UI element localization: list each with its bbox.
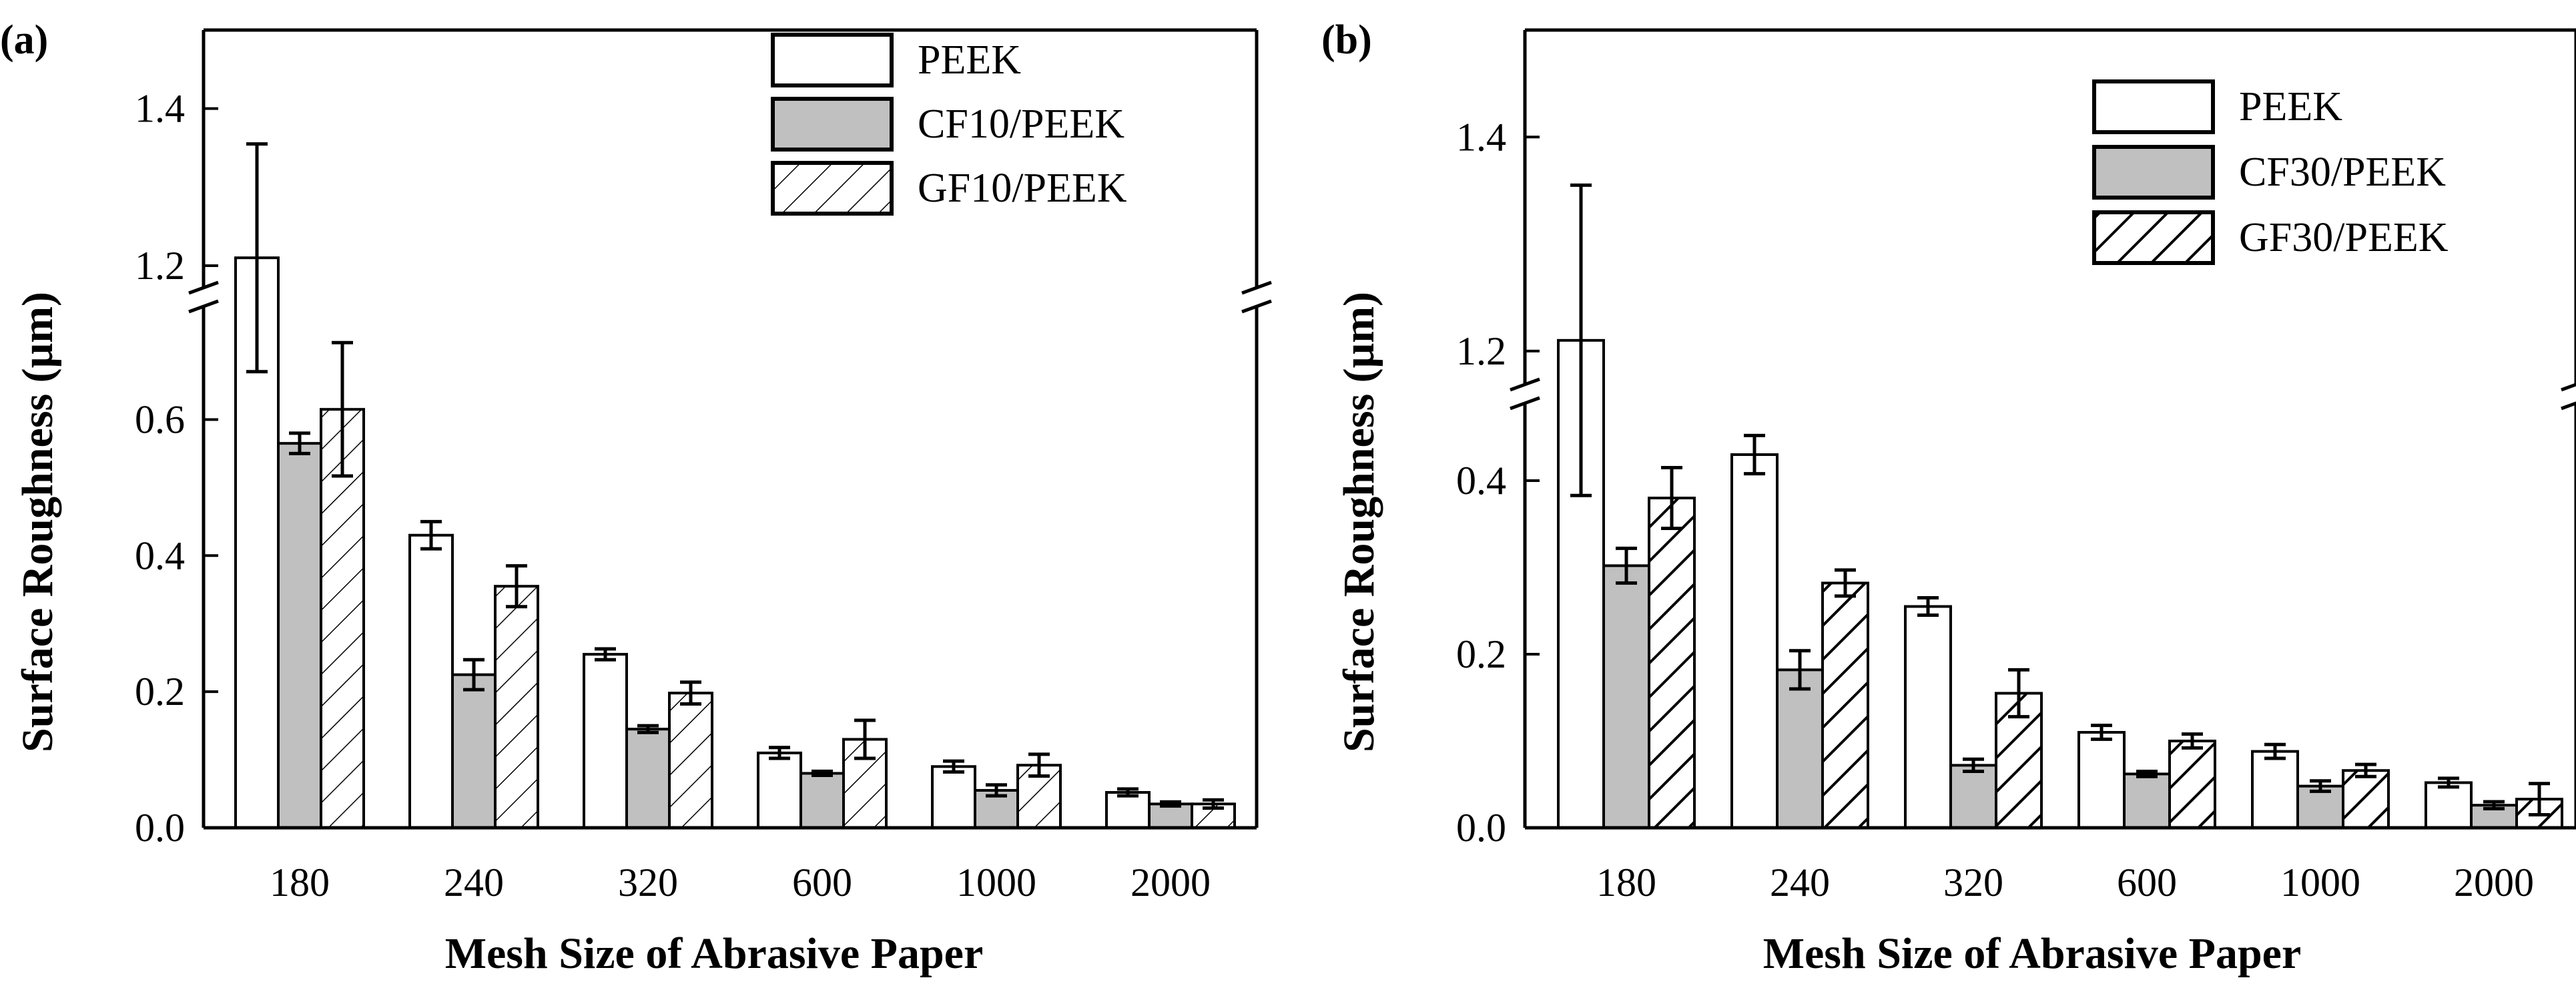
legend-label: CF10/PEEK [918,101,1124,147]
bar [408,533,454,829]
bar [2123,772,2171,830]
panel-label: (b) [1321,17,1372,63]
legend-swatch [2092,145,2215,200]
axis-break-mark [188,280,219,295]
bar [625,728,671,830]
bar [320,408,365,829]
axis-break-mark [188,299,219,314]
bar [2425,781,2473,830]
bar [799,772,845,830]
y-tick-label: 0.0 [135,806,185,850]
legend-swatch [2092,79,2215,134]
bar [2077,731,2126,829]
x-tick-label: 1000 [956,860,1036,905]
y-tick-label: 0.6 [135,397,185,441]
y-axis-title: Surface Roughness (μm) [1335,292,1383,752]
legend: PEEK CF10/PEEK GF10/PEEK [771,33,1127,216]
bar-layer [1557,183,2563,830]
axis-break-mark [1510,377,1540,392]
legend-label: PEEK [2239,84,2342,130]
bar [1904,605,1952,829]
bar [1949,764,1997,830]
legend-label: CF30/PEEK [2239,150,2446,195]
bar [1602,564,1650,830]
bar [277,442,322,829]
bar [494,585,539,830]
x-tick-label: 1000 [2280,860,2360,905]
bar [668,692,713,829]
x-axis-title: Mesh Size of Abrasive Paper [445,929,984,978]
legend-label: GF10/PEEK [918,166,1127,211]
y-tick-label: 1.4 [135,87,185,131]
x-tick-label: 240 [444,860,504,905]
bar [2168,740,2216,829]
plot-frame [1510,28,2576,830]
bar [931,765,976,830]
axis-break-mark [1241,280,1272,295]
x-tick-label: 2000 [1131,860,1211,905]
y-axis-title: Surface Roughness (μm) [13,292,62,752]
axis-break-mark [2561,401,2576,411]
x-tick-label: 240 [1770,860,1830,905]
legend-swatch [771,161,894,216]
y-tick-label: 1.2 [1456,329,1506,373]
axis-break-mark [1510,396,1540,411]
legend-label: GF30/PEEK [2239,215,2449,260]
y-tick-label: 0.4 [135,533,185,577]
plot-frame [188,28,1272,830]
bar [1776,668,1824,830]
bar [2342,769,2390,829]
x-tick-label: 600 [2117,860,2177,905]
panel-label: (a) [0,17,48,63]
bar [1821,581,1869,830]
x-tick-label: 320 [1943,860,2003,905]
y-tick-label: 0.2 [135,670,185,714]
bar [1105,791,1151,829]
y-tick-label: 1.2 [135,244,185,288]
x-axis-title: Mesh Size of Abrasive Paper [1763,929,2302,978]
x-tick-label: 2000 [2454,860,2534,905]
bar [1730,453,1779,829]
legend-label: PEEK [918,37,1021,83]
tick-layer: 180 240 320 600 1000 2000 0.0 0.2 0.4 0.6 1.2 1.4 [135,87,1211,905]
y-tick-label: 0.2 [1456,632,1506,676]
bar [451,673,497,830]
bar [1648,497,1696,829]
y-tick-label: 0.0 [1456,806,1506,850]
legend-swatch [2092,210,2215,265]
bar-layer [234,142,1236,830]
axis-break-mark [1241,299,1272,314]
x-tick-label: 320 [618,860,678,905]
y-tick-label: 0.4 [1456,459,1506,503]
legend: PEEK CF30/PEEK GF30/PEEK [2092,79,2449,265]
tick-layer: 180 240 320 600 1000 2000 0.0 0.2 0.4 1.2 1.4 [1456,115,2534,905]
axis-break-mark [2561,383,2576,392]
x-tick-label: 180 [1596,860,1656,905]
chart-panel-b: (b) Surface Roughness (μm) Mesh Size of … [1321,17,2576,978]
x-tick-label: 180 [270,860,330,905]
bar [2251,750,2299,829]
bar [583,653,628,829]
bar [757,751,802,830]
legend-swatch [771,97,894,152]
x-tick-label: 600 [792,860,852,905]
legend-swatch [771,33,894,87]
y-tick-label: 1.4 [1456,115,1506,159]
chart-panel-a: (a) Surface Roughness (μm) Mesh Size of … [0,17,1272,978]
